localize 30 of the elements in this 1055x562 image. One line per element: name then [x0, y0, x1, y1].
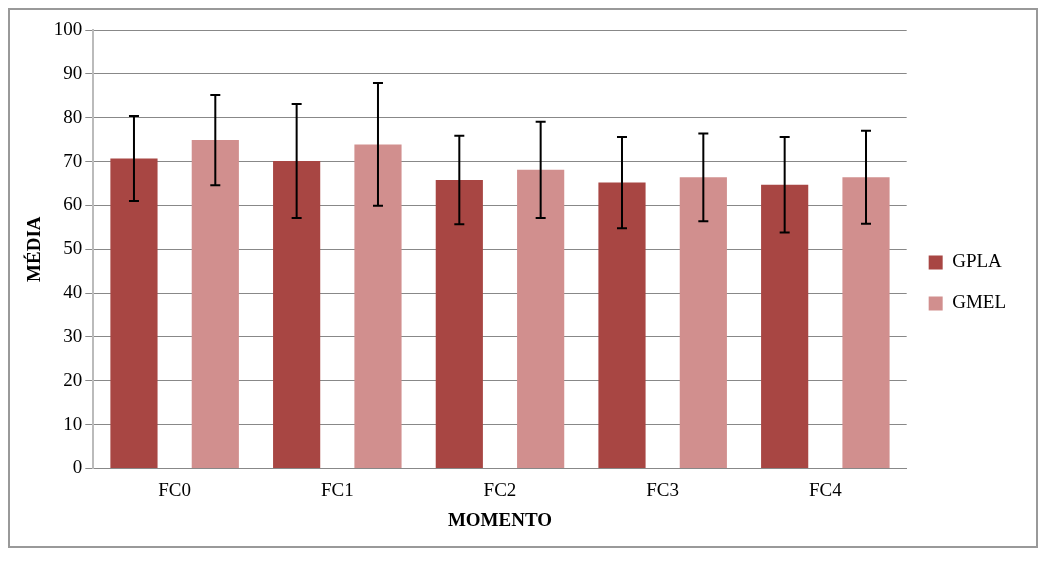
y-tick-label: 0: [72, 456, 83, 478]
bar: [354, 144, 402, 468]
bar: [110, 158, 158, 468]
bar: [273, 161, 321, 468]
bar: [679, 177, 727, 468]
y-tick-label: 10: [63, 412, 83, 434]
x-tick-label: FC4: [808, 478, 843, 500]
legend-label: GMEL: [952, 291, 1006, 313]
bar: [435, 179, 483, 468]
bar: [761, 184, 809, 468]
legend-label: GPLA: [952, 250, 1003, 272]
y-tick-label: 20: [63, 368, 83, 390]
y-tick-label: 30: [63, 324, 83, 346]
x-tick-label: FC3: [646, 478, 680, 500]
x-tick-label: FC2: [483, 478, 517, 500]
bar: [598, 182, 646, 468]
x-axis-title: MOMENTO: [447, 508, 553, 530]
x-tick-label: FC0: [158, 478, 192, 500]
y-tick-label: 60: [63, 193, 83, 215]
bar: [191, 140, 239, 468]
y-tick-label: 90: [63, 61, 83, 83]
x-tick-label: FC1: [320, 478, 354, 500]
y-tick-label: 80: [63, 105, 83, 127]
y-tick-label: 100: [53, 17, 83, 39]
y-tick-label: 50: [63, 237, 83, 259]
y-tick-label: 40: [63, 281, 83, 303]
y-tick-label: 70: [63, 149, 83, 171]
bar: [517, 169, 565, 468]
y-axis-title: MÉDIA: [23, 216, 45, 282]
bar: [842, 177, 890, 468]
